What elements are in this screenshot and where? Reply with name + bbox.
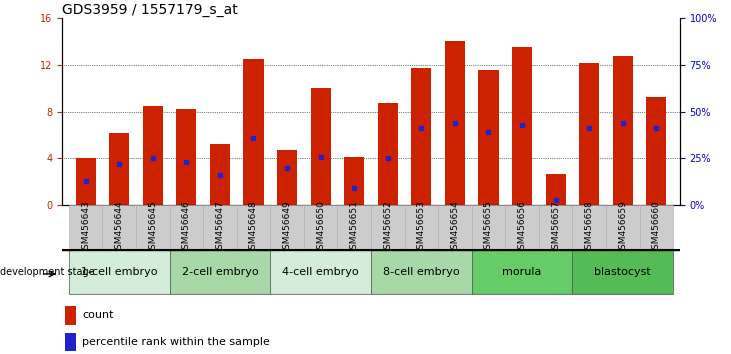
Bar <box>579 63 599 205</box>
Text: GSM456645: GSM456645 <box>148 200 157 255</box>
Bar <box>69 205 102 250</box>
Bar <box>378 103 398 205</box>
Bar <box>640 205 673 250</box>
Text: GSM456653: GSM456653 <box>417 200 426 255</box>
Bar <box>203 205 237 250</box>
Bar <box>471 250 572 294</box>
Bar <box>572 205 606 250</box>
Bar <box>539 205 572 250</box>
Text: GSM456658: GSM456658 <box>585 200 594 255</box>
Text: GDS3959 / 1557179_s_at: GDS3959 / 1557179_s_at <box>62 3 238 17</box>
Bar <box>65 306 76 325</box>
Bar <box>176 109 197 205</box>
Text: 2-cell embryo: 2-cell embryo <box>181 267 258 277</box>
Bar <box>606 205 640 250</box>
Bar <box>311 88 330 205</box>
Text: GSM456656: GSM456656 <box>518 200 526 255</box>
Text: GSM456652: GSM456652 <box>383 200 393 255</box>
Bar <box>270 205 304 250</box>
Bar <box>471 205 505 250</box>
Bar <box>75 159 96 205</box>
Bar <box>478 70 499 205</box>
Text: GSM456649: GSM456649 <box>283 200 292 255</box>
Text: GSM456646: GSM456646 <box>182 200 191 255</box>
Bar <box>136 205 170 250</box>
Bar <box>438 205 471 250</box>
Text: GSM456647: GSM456647 <box>216 200 224 255</box>
Bar <box>505 205 539 250</box>
Bar <box>512 47 532 205</box>
Bar <box>102 205 136 250</box>
Bar <box>545 174 566 205</box>
Bar <box>371 205 404 250</box>
Bar <box>109 133 129 205</box>
Bar <box>404 205 438 250</box>
Bar <box>344 157 364 205</box>
Bar <box>170 205 203 250</box>
Bar <box>237 205 270 250</box>
Text: 1-cell embryo: 1-cell embryo <box>81 267 157 277</box>
Text: GSM456659: GSM456659 <box>618 200 627 255</box>
Bar <box>69 250 170 294</box>
Text: count: count <box>82 310 113 320</box>
Text: percentile rank within the sample: percentile rank within the sample <box>82 337 270 347</box>
Text: morula: morula <box>502 267 542 277</box>
Bar <box>170 250 270 294</box>
Bar <box>65 333 76 351</box>
Bar <box>243 59 264 205</box>
Text: 4-cell embryo: 4-cell embryo <box>282 267 359 277</box>
Bar <box>412 68 431 205</box>
Text: GSM456644: GSM456644 <box>115 200 124 255</box>
Bar <box>277 150 297 205</box>
Text: 8-cell embryo: 8-cell embryo <box>383 267 460 277</box>
Bar <box>304 205 338 250</box>
Text: GSM456655: GSM456655 <box>484 200 493 255</box>
Bar <box>646 97 667 205</box>
Bar <box>210 144 230 205</box>
Bar <box>143 105 163 205</box>
Bar <box>572 250 673 294</box>
Text: GSM456650: GSM456650 <box>316 200 325 255</box>
Bar <box>371 250 471 294</box>
Bar <box>613 56 633 205</box>
Bar <box>445 41 465 205</box>
Text: GSM456643: GSM456643 <box>81 200 90 255</box>
Text: GSM456654: GSM456654 <box>450 200 459 255</box>
Text: GSM456660: GSM456660 <box>652 200 661 255</box>
Text: blastocyst: blastocyst <box>594 267 651 277</box>
Text: GSM456648: GSM456648 <box>249 200 258 255</box>
Bar <box>338 205 371 250</box>
Bar <box>270 250 371 294</box>
Text: GSM456657: GSM456657 <box>551 200 560 255</box>
Text: development stage: development stage <box>0 267 94 277</box>
Text: GSM456651: GSM456651 <box>349 200 359 255</box>
